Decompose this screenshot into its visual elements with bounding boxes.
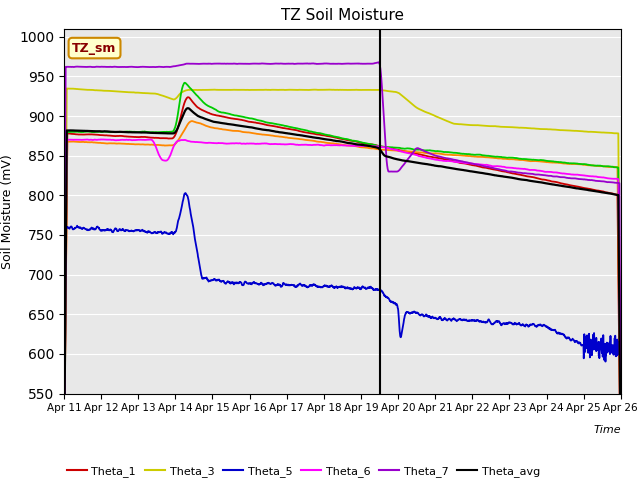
Y-axis label: Soil Moisture (mV): Soil Moisture (mV): [1, 154, 13, 269]
Legend: Theta_1, Theta_2, Theta_3, Theta_4, Theta_5, Theta_6, Theta_7, Theta_avg: Theta_1, Theta_2, Theta_3, Theta_4, Thet…: [63, 461, 544, 480]
Title: TZ Soil Moisture: TZ Soil Moisture: [281, 9, 404, 24]
Text: TZ_sm: TZ_sm: [72, 42, 116, 55]
Text: Time: Time: [593, 425, 621, 434]
